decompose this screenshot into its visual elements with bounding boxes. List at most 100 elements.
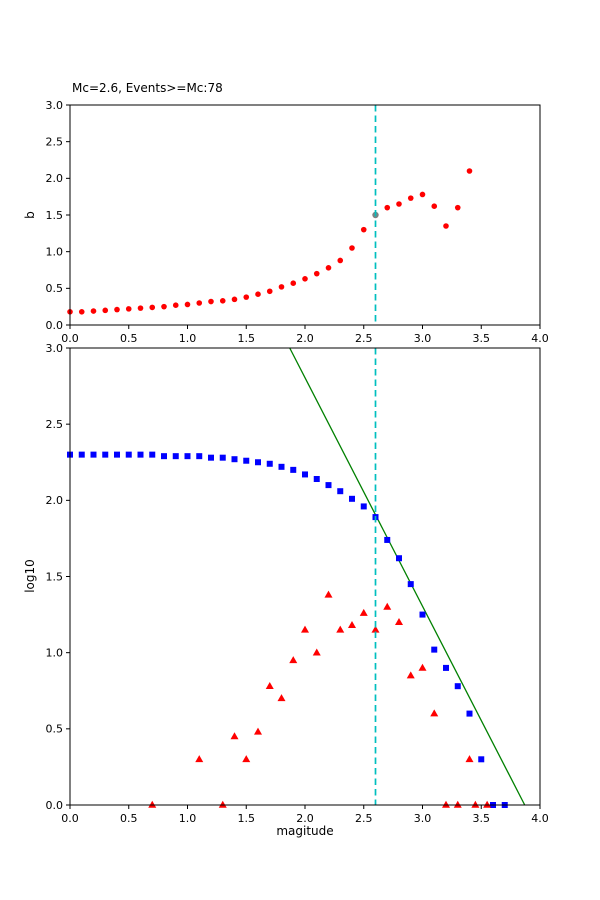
data-point-square [478,756,485,763]
axes-spine [69,104,541,326]
y-tick-label: 1.5 [46,209,64,222]
data-point-square [325,482,332,489]
y-tick-label: 1.0 [46,245,64,258]
data-point-circle [90,308,97,314]
data-point-circle [337,257,344,264]
data-point-circle [255,291,261,298]
data-point-square [78,451,85,458]
x-tick-label: 1.5 [238,332,256,345]
data-point-square [360,503,367,510]
data-point-triangle [265,681,274,689]
y-tick-label: 2.0 [46,172,64,185]
data-point-square [196,453,203,460]
data-point-circle [78,309,85,315]
x-tick-label: 4.0 [531,332,549,345]
b-value-estimates [67,168,473,315]
data-point-square [219,454,226,461]
data-point-triangle [383,602,392,610]
data-point-circle [302,276,308,282]
y-tick-label: 3.0 [46,99,64,112]
data-point-circle [137,305,144,311]
y-tick-label: 2.5 [46,418,64,431]
data-point-square [161,453,167,460]
data-point-circle [443,223,449,229]
data-point-circle [349,245,355,251]
y-tick-label: 2.5 [46,135,64,148]
y-tick-label: 0.0 [46,799,64,812]
y-tick-label: 3.0 [46,342,64,355]
x-tick-label: 2.5 [355,332,373,345]
x-tick-label: 3.0 [414,332,432,345]
data-point-square [384,536,391,543]
y-tick-label: 2.0 [46,494,64,507]
gutenberg-richter-fit-line [289,347,526,806]
data-point-square [407,581,414,588]
data-point-circle [196,300,203,306]
binned-event-counts [148,590,492,808]
y-tick-label: 1.5 [46,570,64,583]
x-tick-label: 3.0 [414,812,432,825]
data-point-circle [384,204,391,211]
x-tick-label: 3.5 [473,812,491,825]
y-tick-label: 0.0 [46,319,64,332]
data-point-square [443,664,449,671]
data-point-triangle [324,590,333,598]
data-point-circle [208,298,214,305]
x-tick-label: 2.0 [296,812,314,825]
data-point-circle [419,191,426,198]
data-point-triangle [148,800,157,808]
data-point-circle [102,307,109,314]
data-point-triangle [277,694,286,702]
data-point-square [172,453,179,460]
chart-title: Mc=2.6, Events>=Mc:78 [72,81,223,95]
data-point-circle [278,284,285,290]
data-point-square [231,456,238,463]
data-point-square [149,451,156,458]
data-point-triangle [254,727,262,735]
b-value-vs-magnitude-plot: 0.0 0.5 1.0 1.5 2.0 2.5 3.0 3.5 4.0 0.0 0.5 1.0 1.5 2… [46,99,549,345]
data-point-square [313,476,320,483]
data-point-circle [243,294,250,300]
data-point-circle [219,298,226,304]
data-point-circle [172,302,179,309]
data-point-triangle [430,709,439,717]
x-tick-label: 1.0 [179,812,197,825]
data-point-circle [313,270,320,277]
data-point-triangle [195,755,204,763]
data-point-triangle [418,663,427,671]
bottom-y-axis-label: log10 [23,559,37,593]
data-point-circle [431,203,438,209]
data-point-square [102,451,109,458]
y-tick-label: 1.0 [46,646,64,659]
data-point-square [125,451,132,458]
data-point-circle [161,303,167,310]
x-tick-label: 0.5 [120,812,138,825]
data-point-circle [231,296,238,303]
data-point-square [466,710,473,717]
data-point-circle [407,195,414,201]
x-tick-label: 3.5 [473,332,491,345]
data-point-circle [184,301,191,308]
data-point-square [278,463,285,470]
y-tick-label: 0.5 [46,282,64,295]
x-tick-label: 4.0 [531,812,549,825]
data-point-square [137,451,144,458]
data-point-triangle [442,800,450,808]
x-tick-label: 0.0 [61,332,79,345]
data-point-square [349,495,355,502]
x-tick-label: 2.0 [296,332,314,345]
data-point-square [290,466,297,473]
data-point-square [243,457,250,464]
axes-spine [69,347,541,806]
data-point-circle [454,204,461,211]
data-point-circle [125,306,132,312]
top-y-axis-label: b [23,211,37,219]
data-point-circle [325,265,332,271]
data-point-triangle [312,648,321,656]
data-point-triangle [218,800,227,808]
data-point-circle [149,304,156,311]
data-point-square [266,460,273,467]
data-point-triangle [371,625,380,633]
data-point-triangle [406,671,415,679]
data-point-triangle [230,732,239,740]
